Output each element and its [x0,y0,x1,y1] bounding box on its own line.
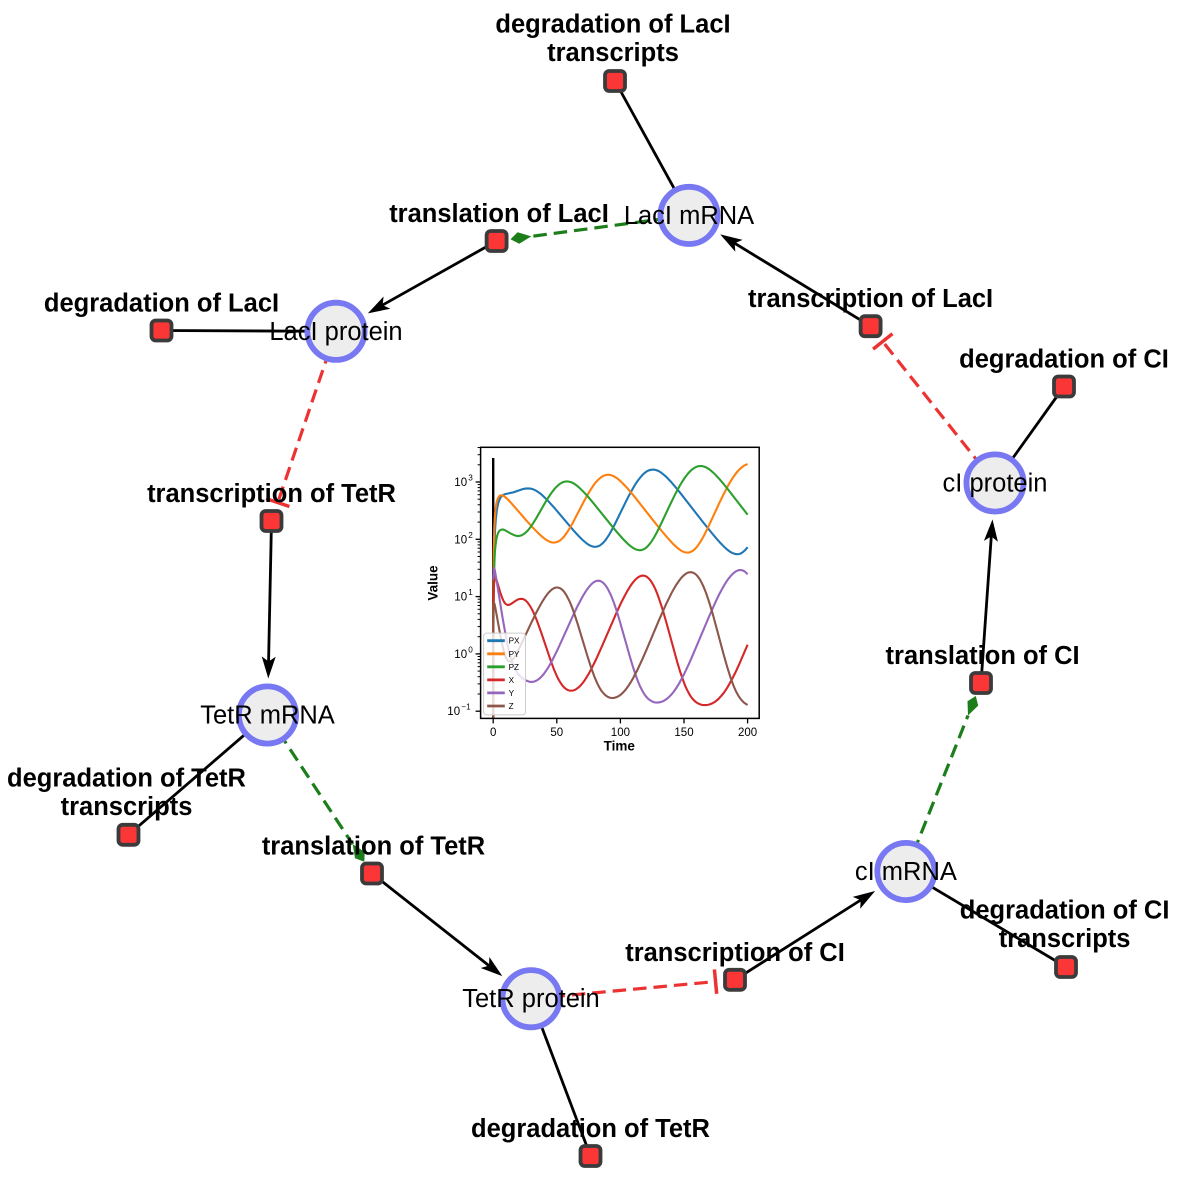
svg-text:10: 10 [447,706,460,718]
svg-text:Z: Z [509,702,514,711]
svg-text:cI mRNA: cI mRNA [855,858,957,886]
svg-text:LacI protein: LacI protein [269,318,402,346]
svg-text:degradation of LacI: degradation of LacI [44,290,279,318]
svg-text:transcripts: transcripts [61,793,193,821]
svg-text:LacI mRNA: LacI mRNA [624,202,754,230]
svg-text:degradation of TetR: degradation of TetR [7,764,246,792]
svg-text:Y: Y [509,689,515,698]
svg-text:TetR protein: TetR protein [462,985,600,1013]
svg-text:transcription of TetR: transcription of TetR [147,480,396,508]
svg-text:degradation of CI: degradation of CI [960,897,1170,925]
svg-text:transcripts: transcripts [547,39,679,67]
svg-text:translation of TetR: translation of TetR [262,833,485,861]
svg-text:X: X [509,676,515,685]
svg-text:150: 150 [674,727,693,739]
svg-text:0: 0 [490,727,496,739]
svg-text:10: 10 [454,592,467,604]
svg-text:10: 10 [454,534,467,546]
svg-text:transcription of CI: transcription of CI [625,939,845,967]
svg-text:PX: PX [509,637,520,646]
svg-text:Value: Value [426,565,441,601]
svg-text:2: 2 [468,531,473,540]
svg-text:10: 10 [454,649,467,661]
svg-text:degradation of LacI: degradation of LacI [495,11,730,39]
svg-text:0: 0 [468,645,473,654]
svg-text:PY: PY [509,650,520,659]
svg-text:transcription of LacI: transcription of LacI [748,285,993,313]
svg-text:degradation of CI: degradation of CI [959,346,1169,374]
svg-text:PZ: PZ [509,663,519,672]
svg-text:−1: −1 [461,703,471,712]
svg-text:TetR mRNA: TetR mRNA [200,702,335,730]
svg-text:translation of LacI: translation of LacI [389,200,609,228]
svg-text:degradation of TetR: degradation of TetR [471,1115,710,1143]
svg-text:translation of CI: translation of CI [886,642,1080,670]
svg-text:10: 10 [454,477,467,489]
svg-text:cI protein: cI protein [943,470,1048,498]
svg-text:100: 100 [611,727,630,739]
svg-text:1: 1 [468,588,473,597]
svg-text:200: 200 [738,727,757,739]
svg-text:Time: Time [604,739,636,754]
svg-text:50: 50 [550,727,563,739]
svg-text:3: 3 [468,474,473,483]
svg-text:transcripts: transcripts [999,925,1131,953]
